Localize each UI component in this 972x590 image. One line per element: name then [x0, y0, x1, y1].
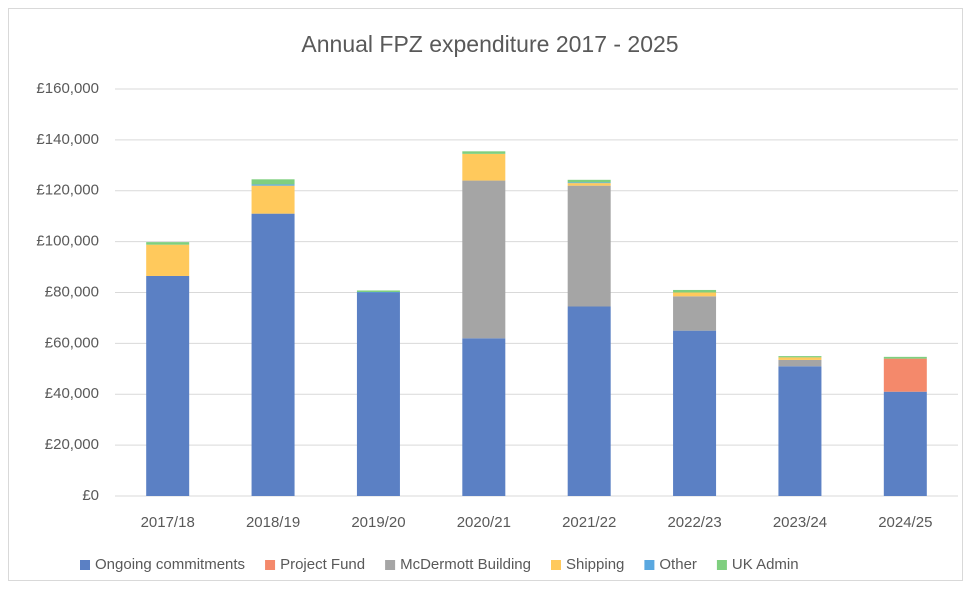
bar-segment: [567, 185, 611, 307]
bar-segment: [567, 179, 611, 183]
legend-swatch: [716, 560, 727, 570]
legend-swatch: [551, 560, 561, 570]
bar-segment: [883, 356, 927, 359]
bar-segment: [673, 296, 717, 331]
bar-segment: [673, 330, 717, 496]
bar-segment: [251, 213, 295, 497]
bar-segment: [146, 275, 190, 496]
y-tick-label: £80,000: [45, 283, 99, 300]
bar-segment: [883, 358, 927, 392]
y-tick-label: £40,000: [45, 385, 99, 402]
bar-segment: [146, 242, 190, 245]
x-tick-label: 2023/24: [773, 514, 827, 531]
bar-segment: [356, 292, 400, 496]
bar-segment: [356, 290, 400, 292]
bar-segment: [567, 306, 611, 496]
x-tick-label: 2019/20: [351, 514, 405, 531]
legend-label: McDermott Building: [400, 556, 531, 573]
legend-label: Project Fund: [280, 556, 365, 573]
bar-segment: [356, 291, 400, 293]
legend-swatch: [265, 560, 276, 570]
x-tick-label: 2017/18: [141, 514, 195, 531]
bar-segment: [251, 184, 295, 186]
y-tick-label: £0: [82, 487, 99, 504]
legend-swatch: [644, 560, 655, 570]
bar-segment: [251, 185, 295, 214]
bar-segment: [778, 359, 822, 367]
legend-label: UK Admin: [732, 556, 799, 573]
legend-label: Ongoing commitments: [95, 556, 245, 573]
bar-segment: [567, 182, 611, 184]
x-tick-label: 2021/22: [562, 514, 616, 531]
bar-segment: [251, 179, 295, 185]
legend-label: Shipping: [566, 556, 624, 573]
bar-segment: [778, 357, 822, 360]
bar-segment: [462, 180, 506, 339]
y-tick-label: £20,000: [45, 436, 99, 453]
y-tick-label: £140,000: [36, 131, 99, 148]
bar-segment: [567, 183, 611, 186]
chart-title: Annual FPZ expenditure 2017 - 2025: [301, 31, 678, 57]
legend-swatch: [385, 560, 396, 570]
x-tick-label: 2018/19: [246, 514, 300, 531]
bar-segment: [883, 391, 927, 496]
bar-segment: [673, 289, 717, 293]
y-tick-label: £60,000: [45, 334, 99, 351]
y-tick-label: £120,000: [36, 182, 99, 199]
x-tick-label: 2022/23: [667, 514, 721, 531]
bar-segment: [462, 338, 506, 496]
bar-segment: [462, 151, 506, 154]
x-tick-label: 2024/25: [878, 514, 932, 531]
bar-segment: [778, 356, 822, 358]
bar-segment: [462, 153, 506, 181]
bar-segment: [778, 366, 822, 496]
legend-label: Other: [659, 556, 697, 573]
bar-segment: [146, 244, 190, 276]
x-tick-label: 2020/21: [457, 514, 511, 531]
y-tick-label: £160,000: [36, 80, 99, 97]
legend-swatch: [80, 560, 90, 570]
y-tick-label: £100,000: [36, 233, 99, 250]
bar-segment: [673, 292, 717, 297]
